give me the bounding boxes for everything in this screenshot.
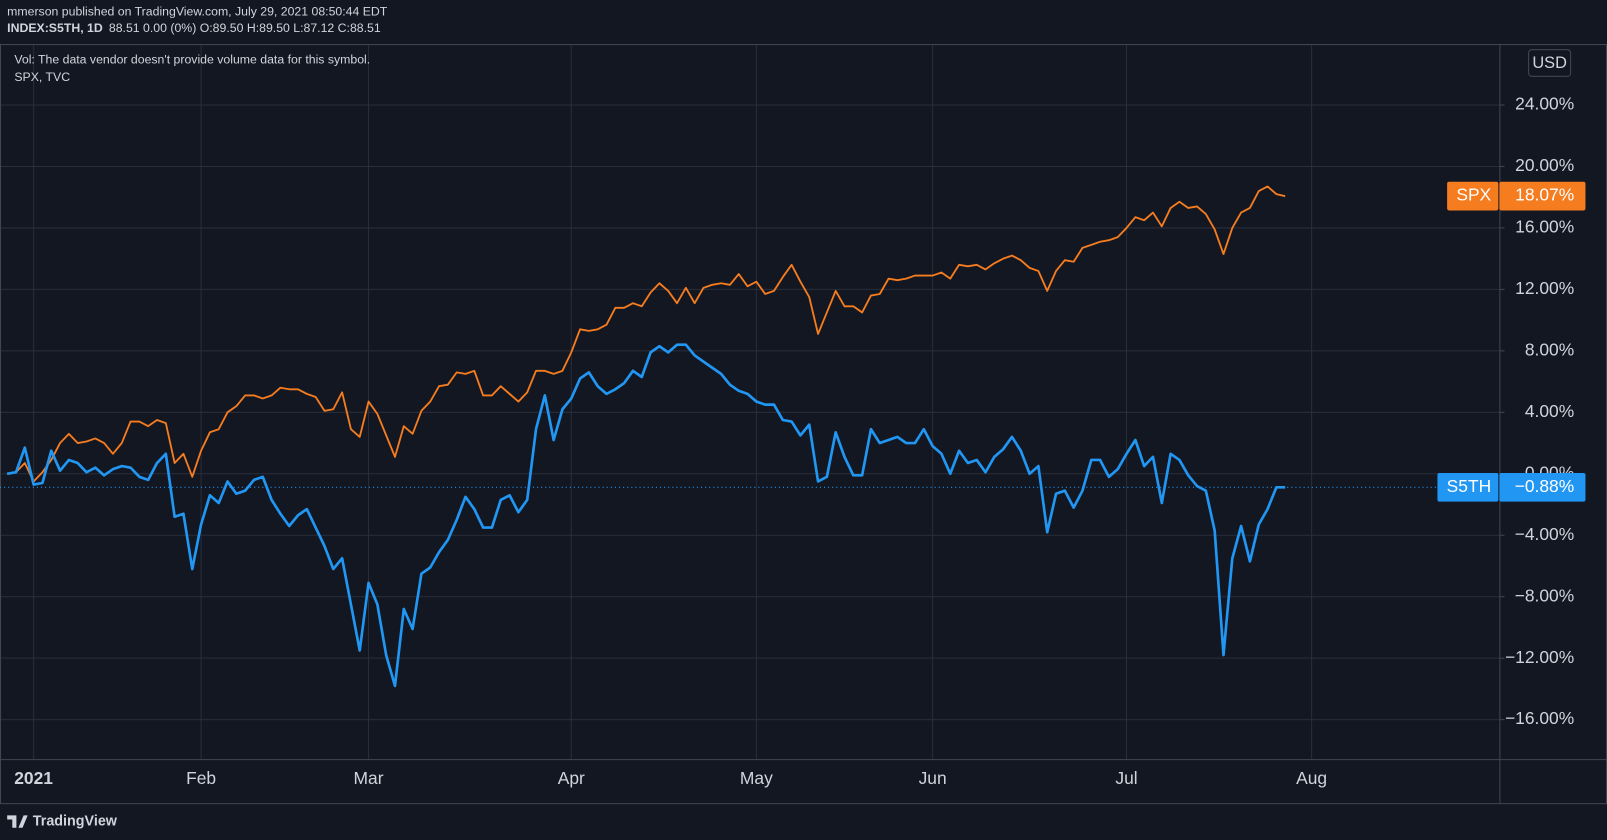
- volume-note: Vol: The data vendor doesn't provide vol…: [14, 53, 370, 67]
- y-tick-label: −12.00%: [1505, 647, 1574, 667]
- x-tick-label: Jun: [919, 768, 947, 788]
- quote: 88.51 0.00 (0%) O:89.50 H:89.50 L:87.12 …: [109, 21, 381, 35]
- publisher-line: mmerson published on TradingView.com, Ju…: [7, 5, 388, 19]
- comparison-legend: SPX, TVC: [14, 70, 70, 84]
- x-tick-label: 2021: [14, 768, 53, 788]
- y-tick-label: 12.00%: [1515, 278, 1574, 298]
- x-tick-label: Jul: [1115, 768, 1137, 788]
- symbol: INDEX:S5TH, 1D: [7, 21, 103, 35]
- branding-logo: [7, 815, 28, 828]
- x-tick-label: May: [740, 768, 773, 788]
- series-label: 18.07% SPX: [1447, 181, 1586, 211]
- series-name-box: [1437, 472, 1499, 502]
- legend-entry: S5TH: [1447, 476, 1492, 496]
- line-s5th: [6, 343, 1286, 688]
- last-value-box: [1499, 472, 1586, 502]
- y-tick-label: 24.00%: [1515, 94, 1574, 114]
- branding: TradingView: [33, 813, 118, 829]
- y-tick-label: 16.00%: [1515, 217, 1574, 237]
- y-tick-label: −4.00%: [1515, 524, 1575, 544]
- x-tick-label: Apr: [558, 768, 585, 788]
- y-tick-label: 8.00%: [1525, 339, 1574, 359]
- y-tick-label: 20.00%: [1515, 155, 1574, 175]
- series-name-box: [1447, 181, 1499, 211]
- series-label: −0.88% S5TH: [1437, 472, 1586, 502]
- frame: [0, 44, 1607, 805]
- last-value-box: [1499, 181, 1586, 211]
- x-tick-label: Mar: [354, 768, 384, 788]
- x-tick-label: Feb: [186, 768, 216, 788]
- last-value-label: 18.07%: [1515, 185, 1574, 205]
- y-tick-label: −8.00%: [1515, 585, 1575, 605]
- x-tick-label: Aug: [1296, 768, 1327, 788]
- line-spx: [7, 185, 1286, 483]
- currency[interactable]: USD: [1532, 54, 1567, 72]
- currency-box[interactable]: [1528, 49, 1572, 77]
- last-value-label: −0.88%: [1515, 476, 1575, 496]
- legend-entry: SPX: [1456, 185, 1491, 205]
- y-tick-label: 4.00%: [1525, 401, 1574, 421]
- y-tick-label: −16.00%: [1505, 708, 1574, 728]
